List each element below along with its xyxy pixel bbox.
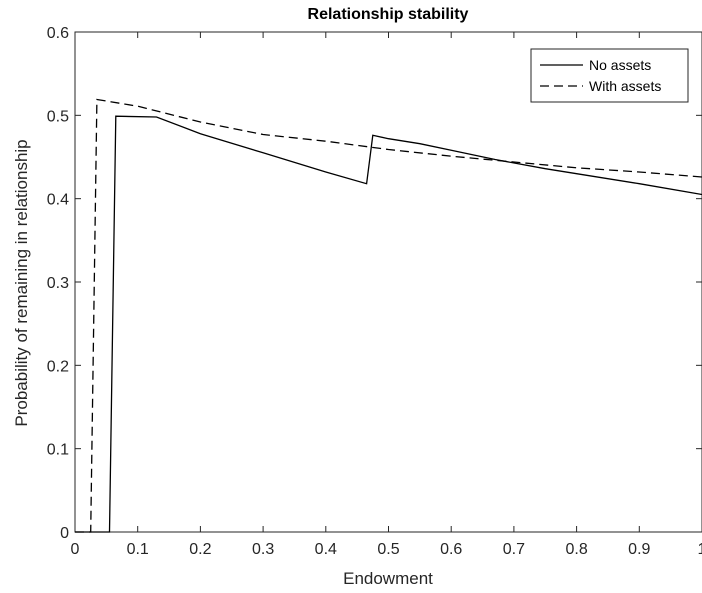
legend-label: No assets bbox=[589, 57, 651, 73]
plot-area: 0 0.1 0.2 0.3 0.4 0.5 0.6 0.7 0.8 0.9 1 0 0.1 0.2 0.3 0… bbox=[47, 25, 702, 558]
x-tick-label: 0.4 bbox=[315, 541, 337, 558]
x-tick-label: 1 bbox=[698, 541, 702, 558]
legend: No assets With assets bbox=[530, 48, 689, 103]
y-tick-label: 0.6 bbox=[47, 25, 69, 42]
x-tick-label: 0.5 bbox=[377, 541, 399, 558]
y-tick-label: 0.4 bbox=[47, 192, 69, 209]
series-line-with-assets bbox=[75, 98, 702, 533]
axes-box bbox=[74, 31, 702, 533]
chart-title: Relationship stability bbox=[308, 6, 469, 23]
y-tick-label: 0.3 bbox=[47, 275, 69, 292]
x-tick-label: 0.9 bbox=[628, 541, 650, 558]
series-line-no-assets bbox=[75, 115, 702, 533]
x-tick-label: 0.3 bbox=[252, 541, 274, 558]
y-axis-label: Probability of remaining in relationship bbox=[12, 139, 31, 426]
x-tick-label: 0 bbox=[71, 541, 80, 558]
legend-label: With assets bbox=[589, 78, 661, 94]
y-tick-label: 0.5 bbox=[47, 108, 69, 125]
x-tick-label: 0.8 bbox=[565, 541, 587, 558]
x-axis-label: Endowment bbox=[343, 569, 433, 588]
x-tick-label: 0.6 bbox=[440, 541, 462, 558]
x-tick-label: 0.2 bbox=[189, 541, 211, 558]
x-tick-label: 0.7 bbox=[503, 541, 525, 558]
y-tick-label: 0 bbox=[60, 525, 69, 542]
x-tick-label: 0.1 bbox=[127, 541, 149, 558]
legend-box bbox=[530, 48, 689, 103]
y-tick-label: 0.1 bbox=[47, 442, 69, 459]
y-tick-label: 0.2 bbox=[47, 358, 69, 375]
